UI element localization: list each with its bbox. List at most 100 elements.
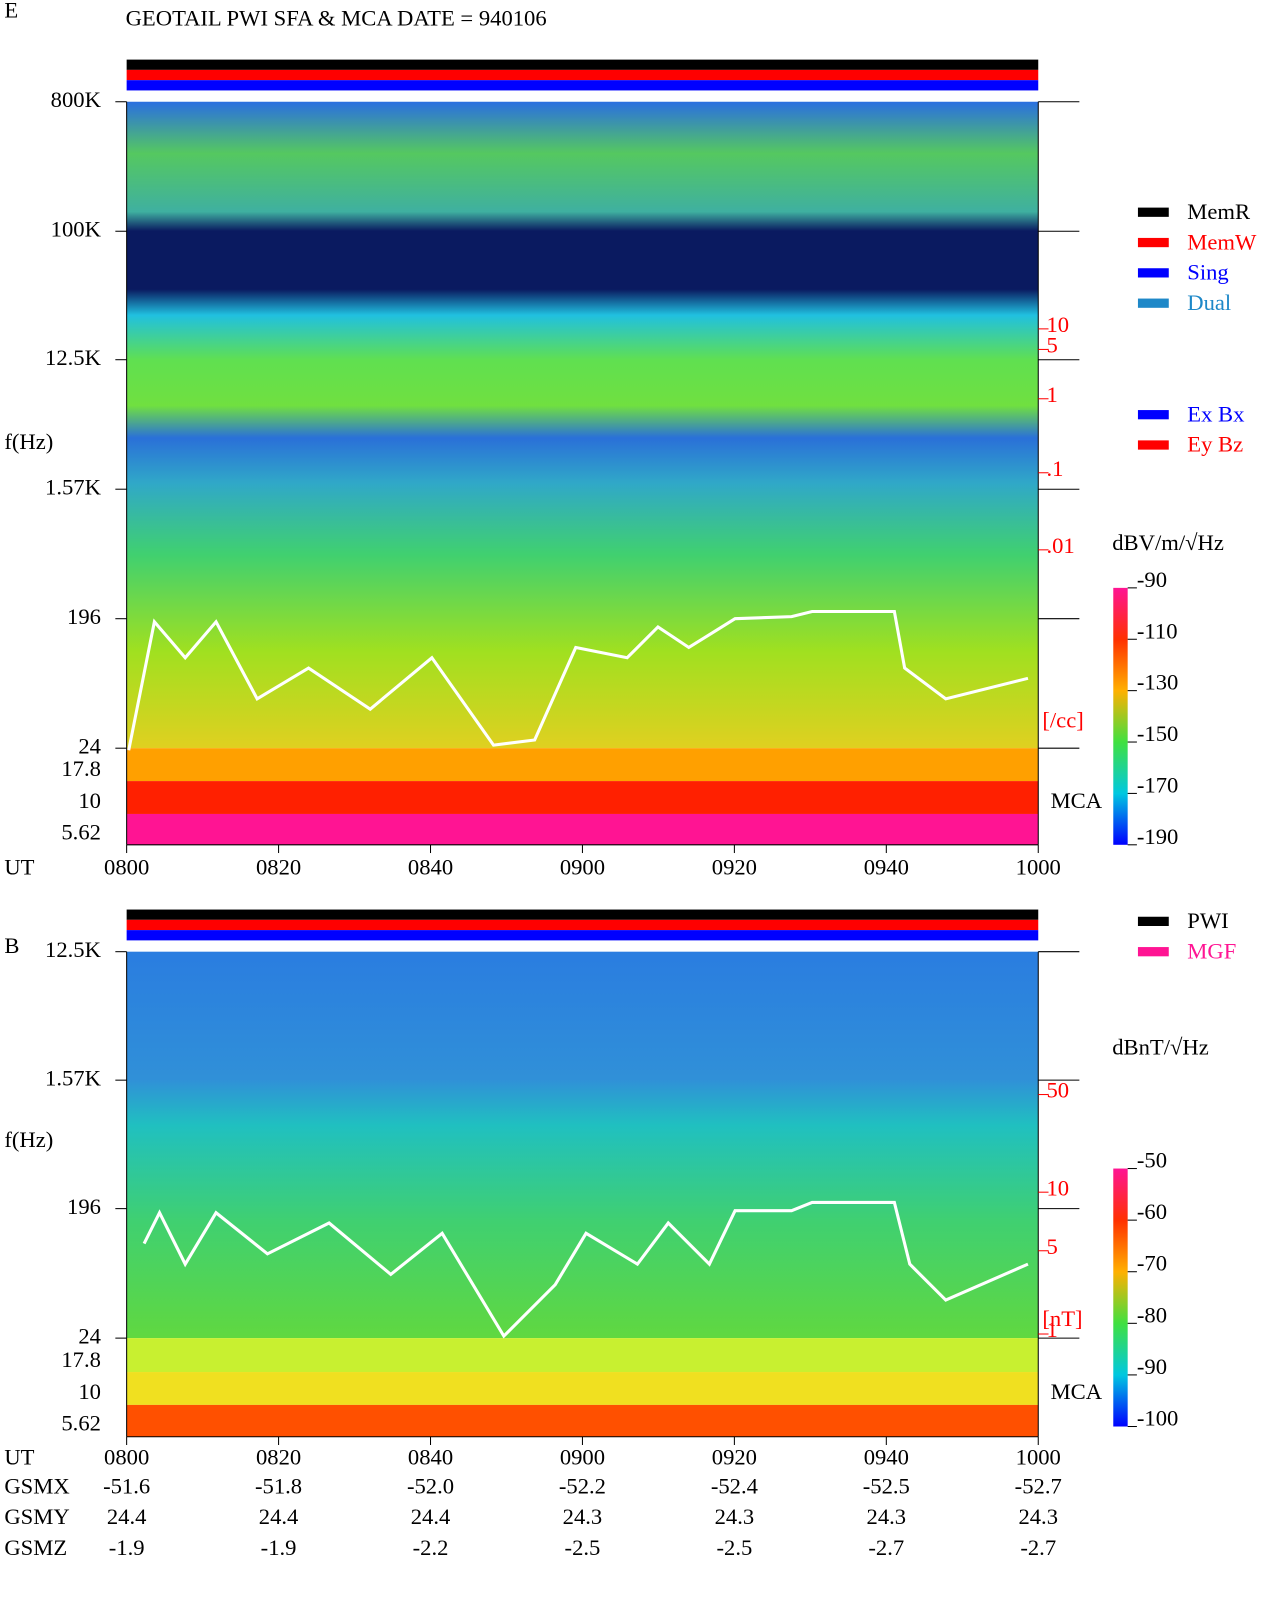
orbit-value: -52.4: [711, 1473, 758, 1498]
panel-label: B: [4, 933, 19, 958]
x-tick-label: 0940: [864, 1445, 909, 1470]
legend-label: MGF: [1187, 938, 1236, 963]
x-tick-label: 0800: [104, 1445, 149, 1470]
orbit-value: -2.7: [1020, 1535, 1056, 1560]
legend-swatch: [1137, 947, 1169, 957]
legend-label: Ey Bz: [1187, 432, 1243, 457]
legend-swatch: [1137, 916, 1169, 926]
x-tick-label: 0920: [712, 1445, 757, 1470]
orbit-value: -2.7: [868, 1535, 904, 1560]
y-tick-label: 800K: [51, 87, 102, 112]
colorbar-tick-label: -170: [1137, 772, 1178, 797]
orbit-value: -2.5: [565, 1535, 601, 1560]
colorbar-tick-label: -60: [1137, 1199, 1167, 1224]
orbit-value: -2.5: [716, 1535, 752, 1560]
y-tick-label: 24: [78, 733, 101, 758]
legend-label: MemR: [1187, 199, 1251, 224]
colorbar-tick-label: -150: [1137, 721, 1178, 746]
legend-swatch: [1137, 268, 1169, 278]
legend-label: Sing: [1187, 260, 1228, 285]
orbit-value: 24.4: [107, 1504, 147, 1529]
orbit-value: 24.4: [411, 1504, 451, 1529]
scale-tick-label: 50: [1046, 1078, 1069, 1103]
legend-swatch: [1137, 410, 1169, 420]
scale-tick-label: 1: [1046, 382, 1057, 407]
y-tick-label: 196: [67, 1194, 101, 1219]
y-tick-label: 5.62: [61, 1411, 101, 1436]
orbit-value: 24.3: [563, 1504, 603, 1529]
legend-swatch: [1137, 237, 1169, 248]
orbit-label: GSMY: [4, 1504, 69, 1529]
colorbar-tick-label: -80: [1137, 1302, 1167, 1327]
orbit-value: 24.4: [259, 1504, 299, 1529]
scale-tick-label: 5: [1046, 1234, 1057, 1259]
x-tick-label: 0940: [864, 855, 909, 880]
x-tick-label: 0840: [408, 855, 453, 880]
y-axis-label: f(Hz): [4, 429, 53, 454]
y-axis-label: f(Hz): [4, 1127, 53, 1152]
scale-unit: [/cc]: [1042, 708, 1083, 733]
y-tick-label: 100K: [51, 216, 102, 241]
orbit-value: -2.2: [413, 1535, 449, 1560]
x-tick-label: 0920: [712, 855, 757, 880]
mca-label: MCA: [1051, 788, 1103, 813]
y-tick-label: 12.5K: [45, 345, 102, 370]
x-tick-label: 0900: [560, 1445, 605, 1470]
colorbar-tick-label: -130: [1137, 670, 1178, 695]
scale-tick-label: 1: [1046, 1317, 1057, 1342]
orbit-value: 24.3: [715, 1504, 755, 1529]
orbit-value: 24.3: [1018, 1504, 1058, 1529]
orbit-value: -1.9: [261, 1535, 297, 1560]
scale-tick-label: .01: [1046, 533, 1074, 558]
x-tick-label: 1000: [1016, 855, 1061, 880]
scale-tick-label: 5: [1046, 333, 1057, 358]
legend-label: PWI: [1187, 908, 1228, 933]
legend-swatch: [1137, 298, 1169, 308]
colorbar-tick-label: -50: [1137, 1148, 1167, 1173]
x-tick-label: 0800: [104, 855, 149, 880]
orbit-value: -52.5: [863, 1473, 910, 1498]
panel-e-plot: [126, 59, 1128, 845]
panel-label: E: [4, 0, 18, 23]
x-tick-label: 0840: [408, 1445, 453, 1470]
orbit-value: -52.7: [1015, 1473, 1062, 1498]
legend-swatch: [1137, 207, 1169, 217]
orbit-value: -51.8: [255, 1473, 302, 1498]
colorbar-tick-label: -100: [1137, 1406, 1178, 1431]
legend-label: Ex Bx: [1187, 401, 1245, 426]
orbit-label: GSMZ: [4, 1535, 67, 1560]
orbit-value: -1.9: [109, 1535, 145, 1560]
colorbar-tick-label: -70: [1137, 1251, 1167, 1276]
colorbar-tick-label: -190: [1137, 824, 1178, 849]
time-label: UT: [4, 1445, 34, 1470]
orbit-label: GSMX: [4, 1473, 69, 1498]
mca-label: MCA: [1051, 1379, 1103, 1404]
colorbar-label: dBV/m/√Hz: [1112, 530, 1224, 555]
y-tick-label: 12.5K: [45, 937, 102, 962]
y-tick-label: 1.57K: [45, 474, 102, 499]
scale-tick-label: 10: [1046, 1175, 1069, 1200]
y-tick-label: 10: [78, 788, 101, 813]
x-tick-label: 0900: [560, 855, 605, 880]
y-tick-label: 17.8: [61, 1347, 101, 1372]
orbit-value: -52.0: [407, 1473, 454, 1498]
y-tick-label: 17.8: [61, 756, 101, 781]
colorbar-label: dBnT/√Hz: [1112, 1035, 1209, 1060]
y-tick-label: 5.62: [61, 820, 101, 845]
y-tick-label: 10: [78, 1379, 101, 1404]
chart-title: GEOTAIL PWI SFA & MCA DATE = 940106: [126, 6, 547, 31]
scale-unit: [nT]: [1042, 1306, 1082, 1331]
colorbar-tick-label: -90: [1137, 1354, 1167, 1379]
x-tick-label: 0820: [256, 1445, 301, 1470]
y-tick-label: 24: [78, 1323, 101, 1348]
orbit-value: 24.3: [867, 1504, 907, 1529]
scale-tick-label: 10: [1046, 312, 1069, 337]
scale-tick-label: .1: [1046, 456, 1063, 481]
time-label: UT: [4, 855, 34, 880]
colorbar-tick-label: -110: [1137, 618, 1178, 643]
y-tick-label: 196: [67, 604, 101, 629]
legend-label: MemW: [1187, 229, 1257, 254]
orbit-value: -51.6: [103, 1473, 150, 1498]
legend-label: Dual: [1187, 290, 1231, 315]
